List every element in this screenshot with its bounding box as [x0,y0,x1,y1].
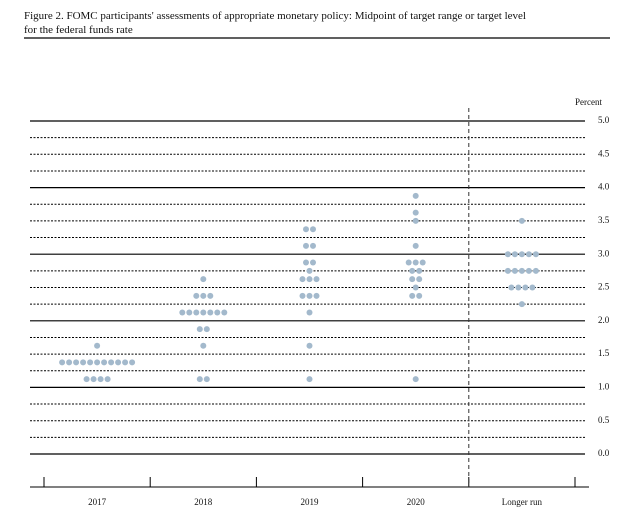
dot [214,309,221,316]
x-tick-label: 2019 [301,497,320,507]
dot [518,217,525,224]
dot [416,292,423,299]
dot [66,359,73,366]
dot [409,292,416,299]
dot [193,292,200,299]
dot [409,276,416,283]
dot [306,309,313,316]
dot [313,292,320,299]
dot [412,192,419,199]
dot [310,242,316,249]
dot [303,259,309,266]
y-tick-label: 4.0 [598,182,610,192]
y-tick-label: 0.5 [598,415,610,425]
dot [90,376,97,383]
dot [101,359,108,366]
dot [412,209,419,216]
dot [221,309,228,316]
dot [515,284,522,291]
dot [94,342,101,349]
dot [518,301,525,308]
y-tick-label: 0.0 [598,448,610,458]
dot [532,251,539,258]
dot [310,226,316,233]
dot [412,376,419,383]
dot [129,359,136,366]
dot [303,242,309,249]
dot [511,251,518,258]
dot [94,359,101,366]
dot [179,309,186,316]
dot [306,342,313,349]
dot [525,251,532,258]
dot [518,267,525,274]
dot [409,267,416,274]
x-tick-label: 2017 [88,497,107,507]
x-tick-label: Longer run [502,497,543,507]
y-tick-label: 3.0 [598,248,610,258]
dot [299,276,306,283]
dot [203,376,210,383]
dot [518,251,525,258]
dot [419,259,426,266]
chart-title: Figure 2. FOMC participants' assessments… [24,10,526,36]
dot [193,309,200,316]
dot [115,359,122,366]
y-axis-label: Percent [575,97,602,107]
dot [412,259,419,266]
dot [108,359,115,366]
x-tick-label: 2018 [194,497,213,507]
dot [511,267,518,274]
dot [73,359,80,366]
dot [299,292,306,299]
dot [104,376,111,383]
x-tick-label: 2020 [407,497,426,507]
dot [196,326,203,333]
dot [416,267,423,274]
dot [306,267,313,274]
dot [306,292,313,299]
dot [525,267,532,274]
dot [306,276,313,283]
dot [310,259,316,266]
dot [529,284,536,291]
dot [508,284,515,291]
y-tick-label: 2.0 [598,315,610,325]
dot [87,359,94,366]
dot [200,309,207,316]
dot [97,376,104,383]
dot [122,359,129,366]
dot [207,309,214,316]
dot [59,359,66,366]
dot [416,276,423,283]
y-tick-label: 5.0 [598,115,610,125]
dot [412,242,419,249]
dot [313,276,320,283]
dot [83,376,90,383]
dot [200,342,207,349]
dot [532,267,539,274]
y-tick-label: 2.5 [598,282,610,292]
dot [80,359,87,366]
dot [303,226,309,233]
dot [200,292,207,299]
dot [196,376,203,383]
dot [504,251,511,258]
dot [412,217,419,224]
y-tick-label: 1.5 [598,348,610,358]
y-tick-label: 4.5 [598,148,610,158]
dot [412,284,419,291]
dot [405,259,412,266]
dot [306,376,313,383]
y-tick-label: 1.0 [598,381,610,391]
y-tick-label: 3.5 [598,215,610,225]
dot [203,326,210,333]
dot [504,267,511,274]
dot [522,284,529,291]
dot [186,309,193,316]
dot [207,292,214,299]
dot [200,276,207,283]
